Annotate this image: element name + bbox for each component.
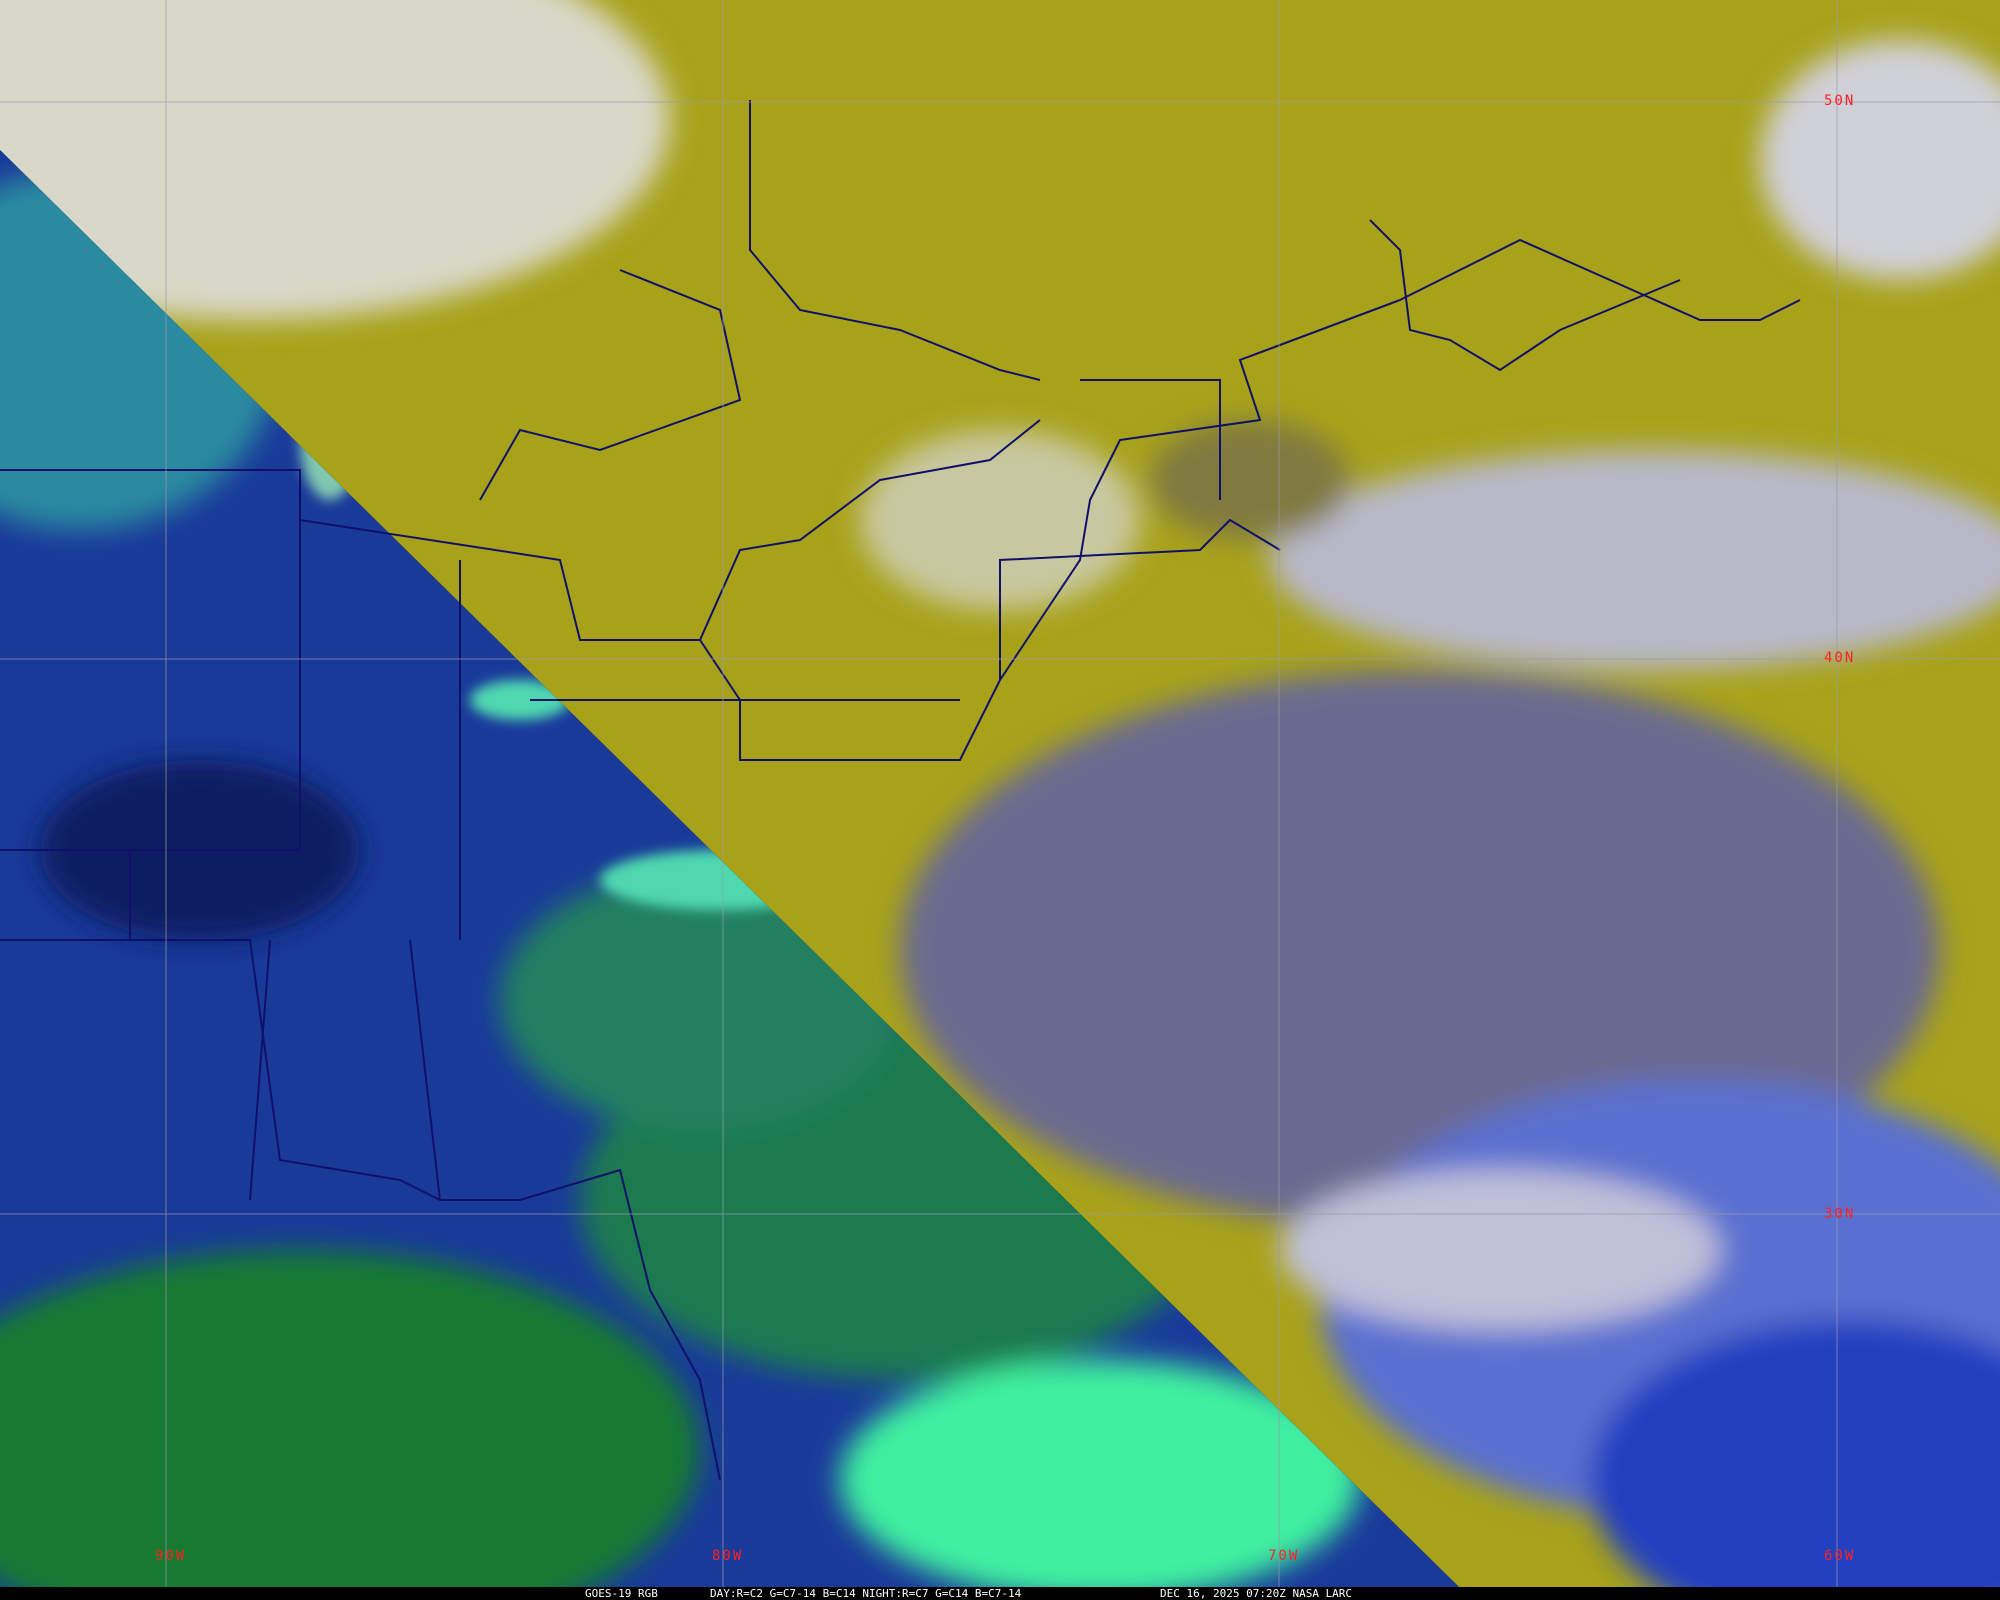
lon-label-80w: 80W	[712, 1548, 744, 1564]
lat-label-50n: 50N	[1824, 93, 1856, 109]
lat-label-40n: 40N	[1824, 650, 1856, 666]
lon-label-70w: 70W	[1268, 1548, 1300, 1564]
lon-label-60w: 60W	[1824, 1548, 1856, 1564]
lon-label-90w: 90W	[155, 1548, 187, 1564]
caption-bar: GOES-19 RGB DAY:R=C2 G=C7-14 B=C14 NIGHT…	[0, 1587, 2000, 1600]
product-name: GOES-19 RGB	[585, 1587, 658, 1600]
timestamp: DEC 16, 2025 07:20Z NASA LARC	[1160, 1587, 1353, 1600]
band-recipe: DAY:R=C2 G=C7-14 B=C14 NIGHT:R=C7 G=C14 …	[710, 1587, 1022, 1600]
political-borders	[0, 100, 1801, 1481]
lat-label-30n: 30N	[1824, 1206, 1856, 1222]
